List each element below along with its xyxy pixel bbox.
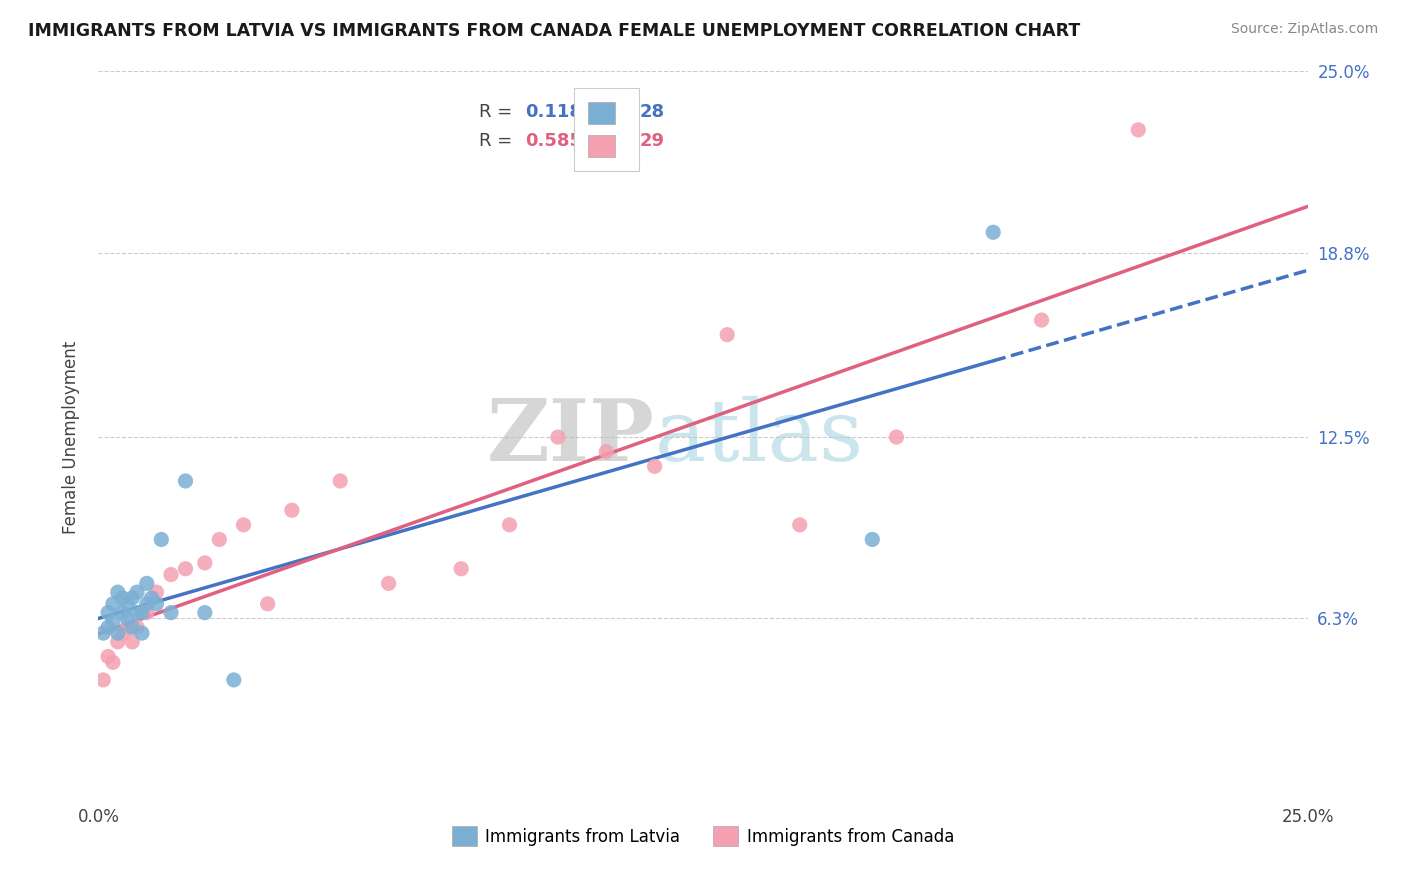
Point [145,597,167,611]
Point [547,430,569,444]
Point [981,225,1004,239]
Point [160,567,183,582]
Point [135,606,157,620]
Point [111,606,134,620]
Point [111,626,134,640]
Point [789,517,811,532]
Point [117,620,139,634]
Text: 29: 29 [640,132,665,150]
Point [101,615,124,629]
Point [135,576,157,591]
Point [107,635,129,649]
Text: N =: N = [598,132,638,150]
Text: 0.585: 0.585 [526,132,582,150]
Point [222,673,245,687]
Point [141,591,163,605]
Point [595,444,617,458]
Point [107,626,129,640]
Point [194,556,217,570]
Point [232,517,254,532]
Text: IMMIGRANTS FROM LATVIA VS IMMIGRANTS FROM CANADA FEMALE UNEMPLOYMENT CORRELATION: IMMIGRANTS FROM LATVIA VS IMMIGRANTS FRO… [28,22,1080,40]
Text: atlas: atlas [655,395,863,479]
Point [97,620,120,634]
Point [111,591,134,605]
Point [498,517,520,532]
Point [121,620,143,634]
Point [174,474,197,488]
Text: R =: R = [479,103,519,120]
Point [101,597,124,611]
Point [194,606,217,620]
Point [91,626,114,640]
Point [450,562,472,576]
Y-axis label: Female Unemployment: Female Unemployment [62,341,80,533]
Point [716,327,738,342]
Point [97,606,120,620]
Point [127,620,149,634]
Point [127,606,149,620]
Text: ZIP: ZIP [486,395,655,479]
Point [131,606,153,620]
Point [145,585,167,599]
Point [1031,313,1053,327]
Text: R =: R = [479,132,519,150]
Point [117,611,139,625]
Point [208,533,231,547]
Point [860,533,883,547]
Point [131,626,153,640]
Point [135,597,157,611]
Point [281,503,304,517]
Text: 0.118: 0.118 [526,103,582,120]
Point [174,562,197,576]
Legend: Immigrants from Latvia, Immigrants from Canada: Immigrants from Latvia, Immigrants from … [446,820,960,853]
Point [107,585,129,599]
Text: Source: ZipAtlas.com: Source: ZipAtlas.com [1230,22,1378,37]
Point [329,474,352,488]
Text: N =: N = [598,103,638,120]
Point [886,430,908,444]
Point [377,576,399,591]
Point [121,591,143,605]
Point [91,673,114,687]
Point [97,649,120,664]
Point [256,597,278,611]
Point [160,606,183,620]
Text: 28: 28 [640,103,665,120]
Point [1128,123,1150,137]
Point [117,597,139,611]
Point [127,585,149,599]
Point [101,656,124,670]
Point [644,459,666,474]
Point [150,533,173,547]
Point [121,635,143,649]
